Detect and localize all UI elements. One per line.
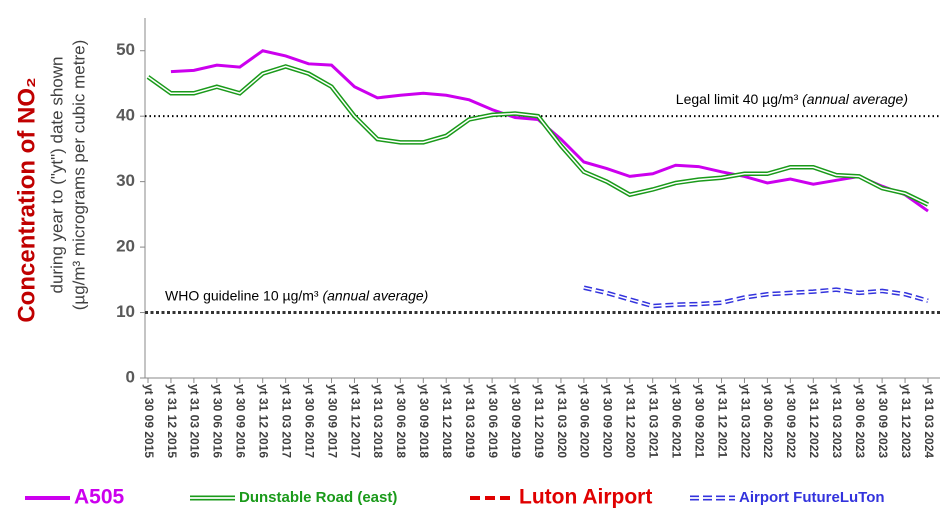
x-tick-label: yt 30 06 2023 — [853, 384, 867, 458]
x-tick-label: yt 31 12 2017 — [348, 384, 362, 458]
reference-label-note: (annual average) — [322, 287, 428, 303]
legend-label: Dunstable Road (east) — [239, 489, 397, 506]
x-tick-label: yt 31 12 2019 — [532, 384, 546, 458]
y-tick-label: 10 — [116, 302, 135, 321]
x-tick-label: yt 30 09 2017 — [325, 384, 339, 458]
reference-label: Legal limit 40 µg/m³ (annual average) — [676, 91, 908, 107]
x-tick-label: yt 31 12 2018 — [440, 384, 454, 458]
x-tick-label: yt 30 09 2018 — [417, 384, 431, 458]
x-tick-label: yt 31 12 2015 — [165, 384, 179, 458]
x-tick-label: yt 30 09 2020 — [601, 384, 615, 458]
x-tick-label: yt 30 06 2018 — [394, 384, 408, 458]
y-title: Concentration of NO₂ — [13, 77, 40, 322]
x-tick-label: yt 31 03 2018 — [371, 384, 385, 458]
legend-label: A505 — [74, 486, 125, 509]
x-tick-label: yt 30 09 2016 — [234, 384, 248, 458]
legend-label: Airport FutureLuTon — [739, 489, 885, 506]
series-line-inner — [147, 65, 929, 206]
y-tick-label: 30 — [116, 171, 135, 190]
x-tick-label: yt 31 03 2024 — [922, 384, 936, 458]
x-tick-label: yt 31 12 2020 — [624, 384, 638, 458]
reference-label: WHO guideline 10 µg/m³ (annual average) — [165, 287, 428, 303]
y-tick-label: 50 — [116, 40, 135, 59]
y-subtitle: (µg/m³ micrograms per cubic metre) — [69, 40, 88, 311]
series-line — [583, 285, 929, 309]
x-tick-label: yt 31 03 2023 — [830, 384, 844, 458]
series-line-inner — [583, 286, 929, 307]
y-tick-label: 0 — [126, 367, 135, 386]
x-tick-label: yt 30 09 2023 — [876, 384, 890, 458]
x-tick-label: yt 31 03 2017 — [279, 384, 293, 458]
x-tick-label: yt 30 06 2022 — [761, 384, 775, 458]
x-tick-label: yt 31 12 2022 — [807, 384, 821, 458]
x-tick-label: yt 30 09 2019 — [509, 384, 523, 458]
x-tick-label: yt 30 06 2017 — [302, 384, 316, 458]
x-tick-label: yt 31 03 2020 — [555, 384, 569, 458]
x-tick-label: yt 30 06 2020 — [578, 384, 592, 458]
x-tick-label: yt 31 03 2019 — [463, 384, 477, 458]
y-tick-label: 40 — [116, 106, 135, 125]
x-tick-label: yt 30 09 2021 — [692, 384, 706, 458]
x-tick-label: yt 30 06 2019 — [486, 384, 500, 458]
y-tick-label: 20 — [116, 237, 135, 256]
x-tick-label: yt 30 09 2022 — [784, 384, 798, 458]
reference-label-text: Legal limit 40 µg/m³ — [676, 91, 799, 107]
reference-label-note: (annual average) — [802, 91, 908, 107]
y-subtitle: during year to ("yt") date shown — [47, 57, 66, 294]
x-tick-label: yt 31 03 2022 — [738, 384, 752, 458]
x-tick-label: yt 31 12 2021 — [715, 384, 729, 458]
x-tick-label: yt 30 06 2021 — [669, 384, 683, 458]
x-tick-label: yt 30 06 2016 — [211, 384, 225, 458]
x-tick-label: yt 31 12 2016 — [257, 384, 271, 458]
x-tick-label: yt 31 12 2023 — [899, 384, 913, 458]
x-tick-label: yt 31 03 2016 — [188, 384, 202, 458]
x-tick-label: yt 30 09 2015 — [142, 384, 156, 458]
legend-label: Luton Airport — [519, 486, 652, 509]
reference-label-text: WHO guideline 10 µg/m³ — [165, 287, 319, 303]
x-tick-label: yt 31 03 2021 — [647, 384, 661, 458]
